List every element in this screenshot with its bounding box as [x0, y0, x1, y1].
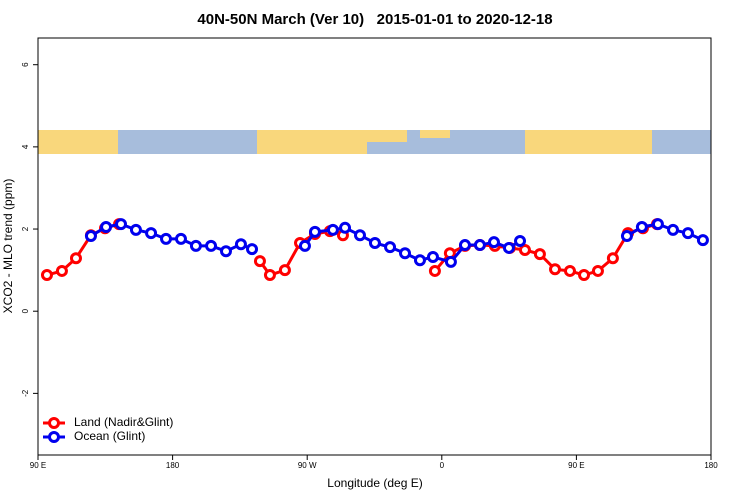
point	[651, 218, 664, 231]
point	[696, 234, 709, 247]
point	[55, 264, 68, 277]
point	[502, 241, 515, 254]
x-tick-label: 180	[166, 461, 180, 470]
y-tick-label: 6	[21, 62, 30, 67]
point	[298, 239, 311, 252]
point	[533, 248, 546, 261]
point	[69, 252, 82, 265]
point	[426, 250, 439, 263]
point	[563, 264, 576, 277]
point	[100, 220, 113, 233]
x-tick-label: 90 W	[298, 461, 317, 470]
map-strip	[38, 130, 711, 154]
y-tick-label: 2	[21, 226, 30, 231]
point	[263, 269, 276, 282]
point	[667, 223, 680, 236]
y-tick-label: 4	[21, 144, 30, 149]
x-tick-label: 0	[440, 461, 445, 470]
point	[145, 227, 158, 240]
point	[246, 243, 259, 256]
chart-title: 40N-50N March (Ver 10) 2015-01-01 to 202…	[197, 11, 552, 28]
point	[339, 221, 352, 234]
map-land	[525, 130, 652, 154]
y-tick-label: 0	[21, 308, 30, 313]
point	[308, 225, 321, 238]
point	[428, 264, 441, 277]
point	[620, 230, 633, 243]
point	[40, 269, 53, 282]
y-axis-label: XCO2 - MLO trend (ppm)	[1, 179, 15, 314]
point	[115, 218, 128, 231]
y-tick-label: -2	[21, 389, 30, 397]
point	[514, 234, 527, 247]
map-land	[38, 130, 118, 154]
legend-marker	[48, 431, 60, 443]
point	[578, 269, 591, 282]
point	[413, 254, 426, 267]
point	[473, 239, 486, 252]
point	[129, 223, 142, 236]
point	[399, 247, 412, 260]
point	[353, 229, 366, 242]
point	[174, 232, 187, 245]
point	[384, 241, 397, 254]
map-land	[367, 130, 407, 142]
point	[606, 252, 619, 265]
point	[326, 223, 339, 236]
point	[487, 236, 500, 249]
plot-frame	[37, 37, 712, 456]
point	[189, 239, 202, 252]
legend-marker	[48, 417, 60, 429]
point	[368, 237, 381, 250]
point	[253, 255, 266, 268]
point	[84, 230, 97, 243]
point	[681, 227, 694, 240]
point	[518, 243, 531, 256]
point	[278, 264, 291, 277]
point	[160, 232, 173, 245]
point	[219, 245, 232, 258]
legend-label: Land (Nadir&Glint)	[74, 415, 173, 429]
point	[458, 239, 471, 252]
map-land	[420, 130, 450, 138]
point	[444, 255, 457, 268]
x-tick-label: 180	[704, 461, 718, 470]
point	[549, 263, 562, 276]
legend-label: Ocean (Glint)	[74, 429, 145, 443]
x-axis-label: Longitude (deg E)	[327, 476, 422, 490]
map-land	[257, 130, 367, 154]
point	[591, 264, 604, 277]
x-tick-label: 90 E	[568, 461, 584, 470]
x-tick-label: 90 E	[30, 461, 46, 470]
point	[205, 239, 218, 252]
point	[635, 220, 648, 233]
point	[234, 238, 247, 251]
